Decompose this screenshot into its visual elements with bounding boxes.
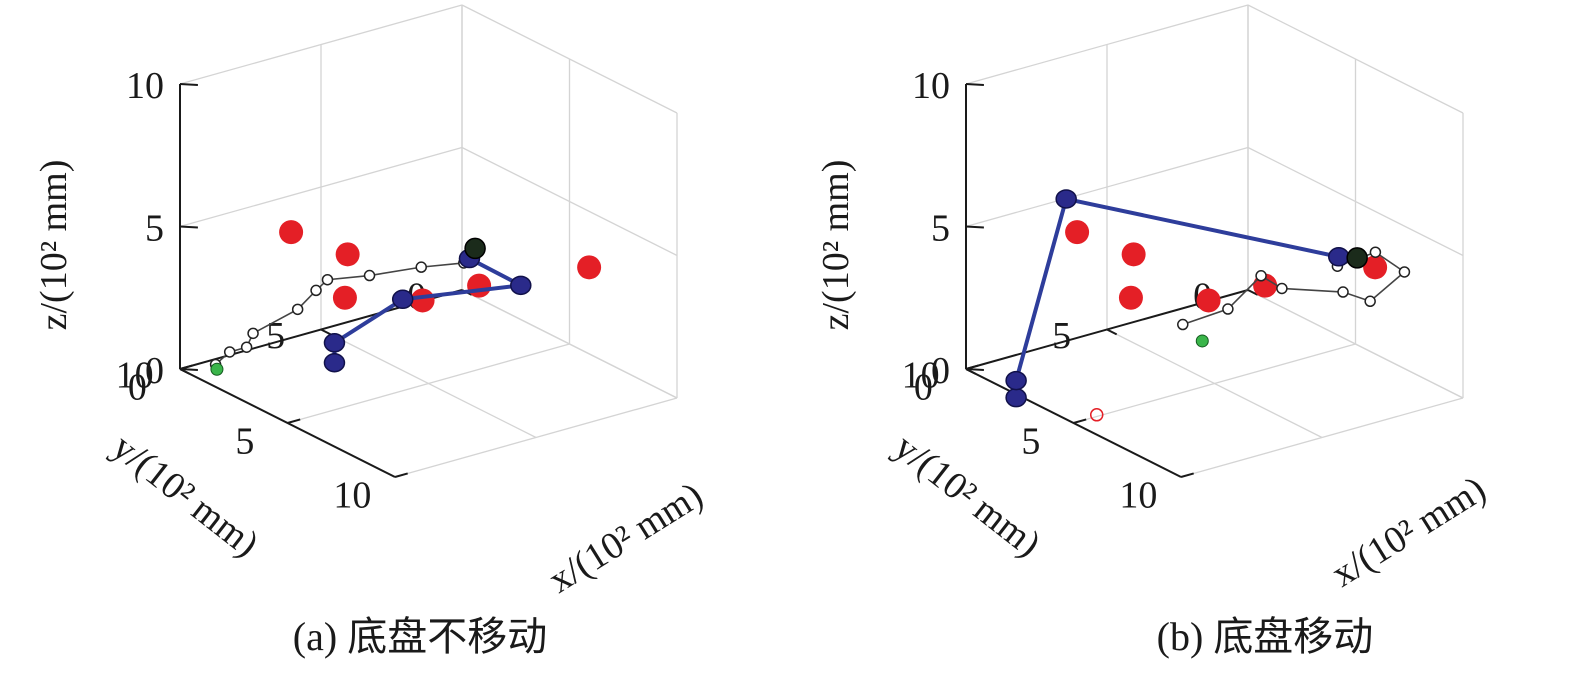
path-node bbox=[1222, 303, 1234, 315]
z-tick bbox=[965, 225, 984, 229]
y-tick bbox=[1247, 289, 1259, 296]
start-marker bbox=[1195, 334, 1209, 348]
obstacle-marker bbox=[332, 285, 357, 310]
obstacle-marker bbox=[1121, 242, 1146, 267]
obstacle-marker bbox=[467, 273, 492, 298]
arm-joint bbox=[1055, 189, 1077, 209]
path-node bbox=[1255, 270, 1267, 282]
arm-joint bbox=[1005, 387, 1027, 408]
path-node bbox=[363, 269, 376, 282]
path-node bbox=[1337, 286, 1349, 298]
arm-joint bbox=[323, 333, 346, 353]
path-node bbox=[1276, 282, 1288, 295]
panel-b-chart: 051005100510 z/(10² mm) y/(10² mm) x/(10… bbox=[815, 4, 1493, 659]
start-marker bbox=[210, 362, 224, 376]
z-tick bbox=[179, 83, 198, 87]
panel-caption: (a) 底盘不移动 bbox=[293, 614, 547, 659]
y-tick-label: 10 bbox=[902, 354, 940, 396]
path-node bbox=[1177, 318, 1189, 331]
panel-caption: (b) 底盘移动 bbox=[1157, 614, 1374, 659]
wall-gridline bbox=[179, 146, 463, 228]
path-node bbox=[1364, 295, 1376, 308]
wall-gridline bbox=[461, 4, 678, 114]
z-tick-label: 5 bbox=[145, 208, 164, 250]
z-tick-label: 5 bbox=[931, 208, 950, 250]
x-tick-label: 0 bbox=[128, 366, 147, 408]
path-node bbox=[321, 273, 334, 286]
wall-gridline bbox=[965, 4, 1249, 85]
obstacle-marker bbox=[279, 220, 304, 245]
x-axis-label: x/(10² mm) bbox=[541, 474, 710, 601]
x-axis-label: x/(10² mm) bbox=[1324, 468, 1493, 595]
z-axis-label: z/(10² mm) bbox=[815, 160, 857, 331]
x-tick-label: 5 bbox=[1021, 420, 1040, 462]
arm-joint bbox=[391, 289, 414, 310]
obstacle-marker bbox=[335, 242, 360, 267]
x-tick bbox=[287, 418, 301, 424]
path-line bbox=[215, 262, 464, 366]
obstacle-marker bbox=[577, 255, 602, 280]
y-tick-label: 5 bbox=[1052, 315, 1071, 357]
end-effector-marker bbox=[1346, 247, 1368, 269]
wall-gridline bbox=[1247, 4, 1464, 114]
z-tick bbox=[179, 225, 198, 229]
floor-gridline bbox=[1106, 328, 1323, 439]
path-node bbox=[1369, 246, 1382, 258]
wall-gridline bbox=[179, 4, 463, 85]
floor-gridline bbox=[1180, 397, 1464, 478]
obstacle-marker bbox=[1065, 220, 1090, 245]
path-node bbox=[1398, 266, 1411, 278]
obstacle-marker bbox=[1118, 285, 1143, 310]
z-tick-label: 0 bbox=[145, 350, 164, 392]
arm-joint bbox=[1328, 247, 1350, 267]
y-tick-label: 10 bbox=[116, 354, 154, 396]
obstacle-marker bbox=[1196, 288, 1221, 313]
floor-gridline bbox=[320, 328, 537, 439]
arm-joint bbox=[323, 352, 346, 373]
wall-gridline bbox=[461, 146, 678, 257]
y-tick bbox=[320, 328, 332, 336]
floor-gridline bbox=[394, 397, 678, 478]
z-tick bbox=[965, 368, 984, 372]
x-tick-label: 5 bbox=[235, 420, 254, 462]
plot-area: 051005100510 bbox=[902, 4, 1464, 516]
wall-gridline bbox=[965, 146, 1249, 228]
x-tick-label: 10 bbox=[333, 474, 371, 516]
z-tick-label: 10 bbox=[126, 65, 164, 107]
x-tick-label: 0 bbox=[914, 366, 933, 408]
y-tick-label: 5 bbox=[266, 315, 285, 357]
z-tick-label: 10 bbox=[912, 65, 950, 107]
x-tick bbox=[1073, 418, 1087, 424]
base-marker bbox=[1089, 408, 1104, 422]
path-node bbox=[247, 327, 259, 340]
plot-area: 051005100510 bbox=[116, 4, 678, 516]
y-tick bbox=[1106, 328, 1118, 336]
x-tick-label: 10 bbox=[1119, 474, 1157, 516]
z-axis-label: z/(10² mm) bbox=[33, 160, 75, 331]
path-node bbox=[310, 284, 322, 297]
path-node bbox=[223, 346, 236, 358]
end-effector-marker bbox=[464, 237, 486, 260]
z-tick bbox=[965, 83, 984, 87]
z-tick-label: 0 bbox=[931, 350, 950, 392]
x-tick bbox=[1180, 472, 1194, 478]
obstacle-marker bbox=[410, 288, 435, 313]
path-node bbox=[415, 261, 427, 273]
arm-joint bbox=[510, 275, 532, 296]
wall-gridline bbox=[1247, 146, 1464, 257]
panel-a-chart: 051005100510 z/(10² mm) y/(10² mm) x/(10… bbox=[33, 4, 710, 659]
path-node bbox=[240, 341, 253, 353]
arm-joint bbox=[1005, 370, 1027, 391]
arm-link bbox=[1014, 196, 1340, 398]
path-node bbox=[291, 303, 304, 316]
z-tick bbox=[179, 368, 198, 372]
x-tick bbox=[394, 472, 408, 478]
obstacle-marker bbox=[1363, 255, 1388, 280]
